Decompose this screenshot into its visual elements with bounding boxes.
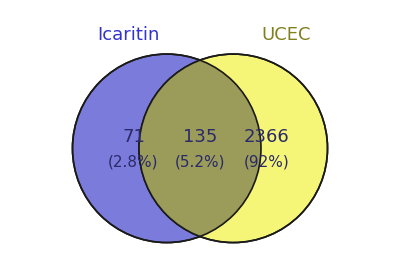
Text: 71: 71: [122, 128, 145, 146]
Text: UCEC: UCEC: [261, 26, 310, 44]
Text: 135: 135: [183, 128, 217, 146]
Circle shape: [72, 54, 261, 242]
Circle shape: [72, 54, 261, 242]
Circle shape: [139, 54, 328, 242]
Text: (92%): (92%): [244, 155, 290, 170]
Text: (2.8%): (2.8%): [108, 155, 159, 170]
Text: Icaritin: Icaritin: [98, 26, 160, 44]
Text: (5.2%): (5.2%): [175, 155, 225, 170]
Text: 2366: 2366: [244, 128, 290, 146]
